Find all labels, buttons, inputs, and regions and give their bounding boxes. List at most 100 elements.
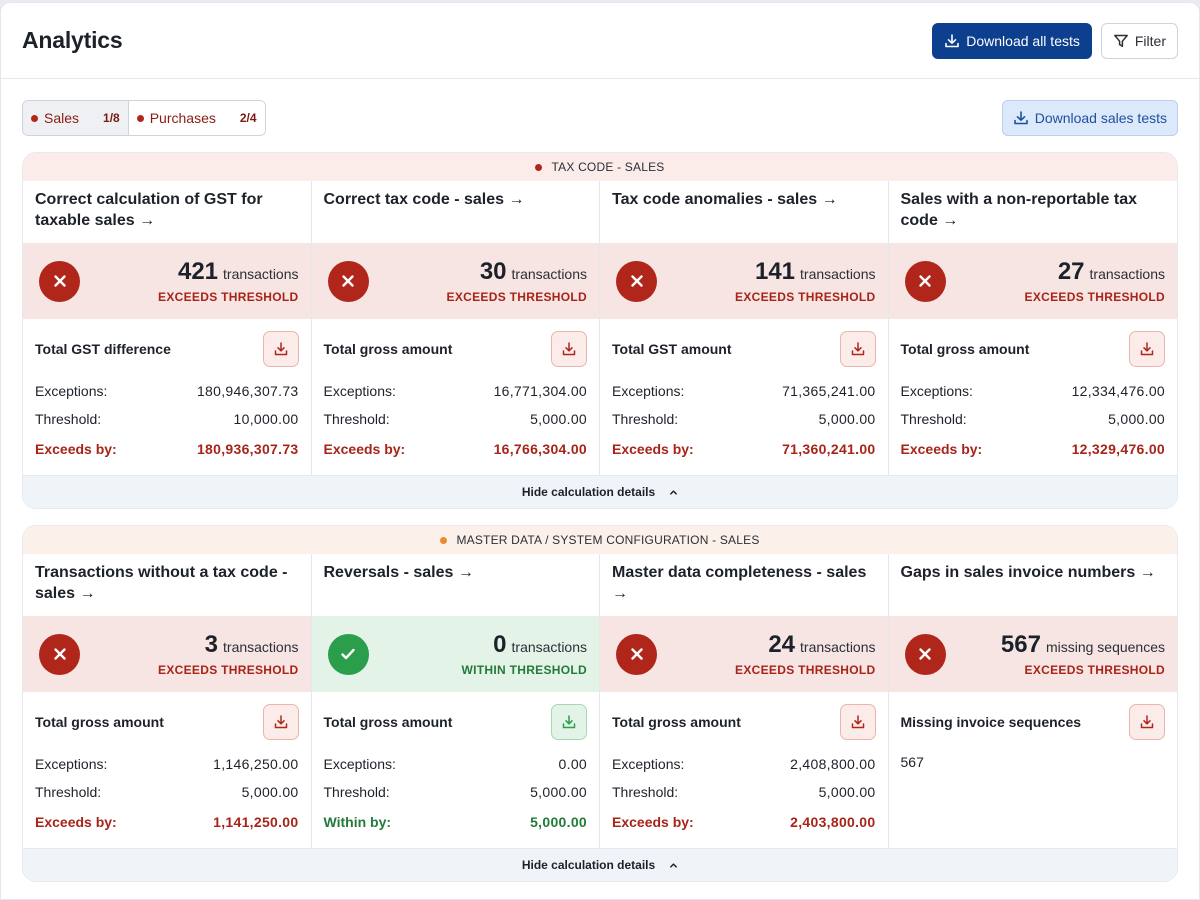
download-icon (1139, 714, 1155, 730)
chevron-up-icon (669, 488, 678, 497)
download-test-button[interactable] (551, 331, 587, 367)
download-icon (561, 714, 577, 730)
exceptions-row: Exceptions: 1,146,250.00 (35, 750, 299, 778)
transaction-count: 0 (493, 631, 507, 658)
hide-calculation-details-toggle[interactable]: Hide calculation details (23, 475, 1177, 508)
test-title-link[interactable]: Correct calculation of GST for taxable s… (35, 191, 263, 229)
status-count-line: 141 transactions (735, 258, 876, 286)
download-all-tests-label: Download all tests (966, 32, 1080, 49)
transaction-count: 30 (479, 258, 507, 285)
difference-row: Exceeds by: 180,936,307.73 (35, 435, 299, 463)
exceptions-label: Exceptions: (612, 756, 685, 772)
download-test-button[interactable] (1129, 331, 1165, 367)
threshold-label: Threshold: (323, 411, 390, 427)
test-status: 421 transactions EXCEEDS THRESHOLD (23, 243, 311, 319)
status-summary: 30 transactions EXCEEDS THRESHOLD (447, 258, 587, 304)
details-header: Total gross amount (612, 704, 876, 740)
status-count-line: 567 missing sequences (1001, 631, 1165, 659)
exceptions-value: 12,334,476.00 (1071, 383, 1165, 399)
test-status: 0 transactions WITHIN THRESHOLD (311, 616, 599, 692)
group-title: MASTER DATA / SYSTEM CONFIGURATION - SAL… (456, 533, 760, 547)
details-rows: Exceptions: 2,408,800.00 Threshold: 5,000.0… (612, 750, 876, 836)
exceptions-value: 71,365,241.00 (782, 383, 876, 399)
download-test-button[interactable] (839, 704, 876, 740)
difference-label: Exceeds by: (35, 441, 117, 457)
download-test-button[interactable] (1129, 704, 1165, 740)
download-test-button[interactable] (551, 704, 587, 740)
filter-icon (1113, 34, 1128, 47)
test-status: 24 transactions EXCEEDS THRESHOLD (600, 616, 888, 692)
test-title-link[interactable]: Sales with a non-reportable tax code → (900, 191, 1138, 229)
threshold-label: Threshold: (612, 411, 679, 427)
test-groups: TAX CODE - SALES Correct calculation of G… (1, 152, 1199, 882)
tab-sales[interactable]: Sales 1/8 (23, 101, 129, 135)
threshold-label: Threshold: (35, 784, 102, 800)
test-card: Sales with a non-reportable tax code → 27… (888, 181, 1177, 475)
details-title: Total gross amount (900, 341, 1030, 357)
calculation-details: Total GST difference Exceptions: 180,946,3… (23, 319, 311, 475)
error-circle-icon (39, 260, 80, 302)
download-sales-tests-button[interactable]: Download sales tests (1001, 100, 1178, 136)
exceptions-label: Exceptions: (35, 383, 108, 399)
exceptions-row: Exceptions: 2,408,800.00 (612, 750, 876, 778)
hide-calculation-details-toggle[interactable]: Hide calculation details (23, 848, 1177, 881)
download-test-button[interactable] (262, 331, 299, 367)
threshold-status: WITHIN THRESHOLD (461, 663, 587, 677)
threshold-row: Threshold: 5,000.00 (324, 405, 588, 433)
calculation-details: Total gross amount Exceptions: 0.00 Thresho… (312, 692, 600, 848)
transaction-count: 141 (754, 258, 796, 285)
difference-label: Exceeds by: (323, 441, 406, 457)
exceptions-value: 0.00 (558, 756, 587, 772)
filter-button[interactable]: Filter (1100, 22, 1178, 59)
details-header: Total GST amount (612, 331, 876, 367)
tab-label: Purchases (149, 110, 216, 126)
group-title: TAX CODE - SALES (551, 160, 665, 174)
status-dot (31, 114, 38, 122)
tab-purchases[interactable]: Purchases 2/4 (128, 101, 265, 135)
status-dot (136, 114, 144, 122)
test-title-link[interactable]: Gaps in sales invoice numbers → (900, 564, 1156, 581)
test-card: Transactions without a tax code - sales … (23, 554, 312, 848)
exceptions-row: Exceptions: 12,334,476.00 (901, 377, 1166, 405)
threshold-value: 5,000.00 (818, 784, 876, 800)
toggle-label: Hide calculation details (521, 858, 656, 872)
test-title-link[interactable]: Master data completeness - sales → (612, 564, 867, 602)
calculation-details: Total gross amount Exceptions: 1,146,250.0… (23, 692, 311, 848)
error-circle-icon (616, 633, 657, 675)
count-unit: transactions (511, 266, 587, 282)
status-summary: 0 transactions WITHIN THRESHOLD (462, 631, 587, 677)
threshold-label: Threshold: (323, 784, 390, 800)
test-group: MASTER DATA / SYSTEM CONFIGURATION - SAL… (22, 525, 1178, 882)
difference-value: 12,329,476.00 (1071, 441, 1165, 457)
group-status-dot (440, 536, 448, 544)
status-summary: 421 transactions EXCEEDS THRESHOLD (158, 258, 298, 304)
test-title-link[interactable]: Reversals - sales → (323, 564, 474, 581)
download-test-button[interactable] (839, 331, 876, 367)
details-rows: Exceptions: 0.00 Threshold: 5,000.00 Within … (324, 750, 588, 836)
difference-row: Exceeds by: 2,403,800.00 (612, 808, 876, 836)
difference-row: Exceeds by: 12,329,476.00 (901, 435, 1166, 463)
test-cards: Correct calculation of GST for taxable s… (23, 181, 1177, 475)
count-unit: transactions (223, 639, 299, 655)
status-summary: 567 missing sequences EXCEEDS THRESHOLD (1001, 631, 1165, 677)
test-title-link[interactable]: Tax code anomalies - sales → (612, 191, 838, 208)
test-title-link[interactable]: Transactions without a tax code - sales … (35, 564, 288, 602)
test-status: 141 transactions EXCEEDS THRESHOLD (600, 243, 888, 319)
difference-value: 71,360,241.00 (782, 441, 876, 457)
threshold-status: EXCEEDS THRESHOLD (735, 663, 876, 677)
calculation-details: Total gross amount Exceptions: 2,408,800.0… (600, 692, 888, 848)
download-all-tests-button[interactable]: Download all tests (932, 22, 1092, 59)
error-circle-icon (327, 260, 369, 302)
status-count-line: 30 transactions (447, 258, 587, 286)
error-circle-icon (616, 260, 657, 302)
tab-count: 2/4 (239, 111, 257, 125)
toolbar: Sales 1/8 Purchases 2/4 Download sales t… (1, 100, 1199, 136)
threshold-status: EXCEEDS THRESHOLD (158, 663, 299, 677)
threshold-row: Threshold: 5,000.00 (324, 778, 588, 806)
threshold-row: Threshold: 5,000.00 (612, 778, 876, 806)
count-unit: transactions (223, 266, 299, 282)
test-status: 27 transactions EXCEEDS THRESHOLD (888, 243, 1177, 319)
test-title-link[interactable]: Correct tax code - sales → (323, 191, 525, 208)
download-test-button[interactable] (262, 704, 299, 740)
